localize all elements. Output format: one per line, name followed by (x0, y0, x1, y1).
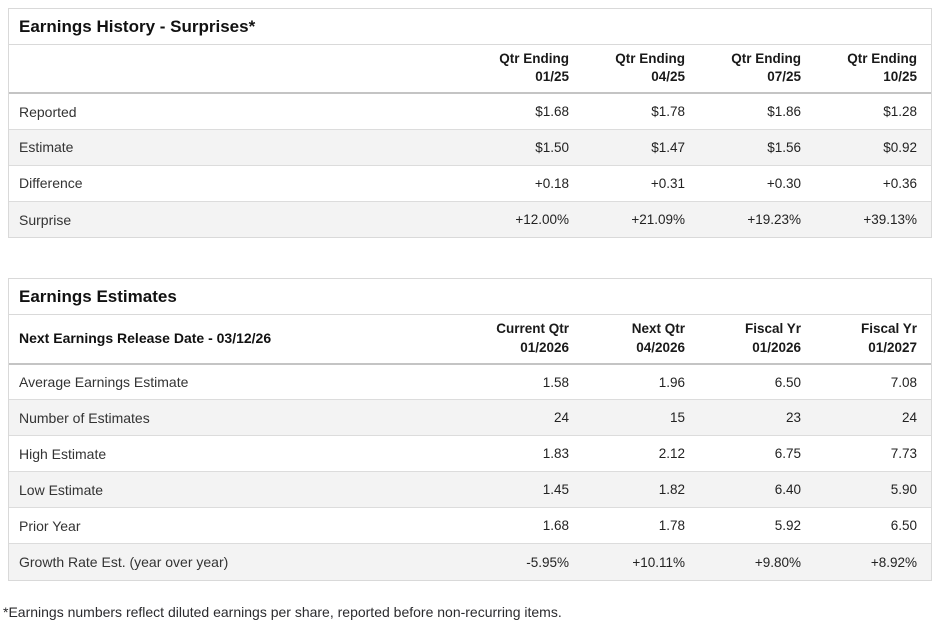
column-header-qtr-0725: Qtr Ending 07/25 (699, 45, 815, 95)
cell-value-positive: +0.36 (815, 164, 931, 202)
cell-value: 15 (583, 399, 699, 436)
column-header-line1: Next Qtr (631, 321, 685, 337)
cell-value-positive: +9.80% (699, 543, 815, 580)
column-header-line2: 10/25 (883, 69, 917, 85)
column-header-qtr-0125: Qtr Ending 01/25 (467, 45, 583, 95)
cell-value: $1.28 (883, 104, 917, 120)
cell-value: 6.50 (815, 507, 931, 544)
cell-value: 5.92 (699, 507, 815, 544)
earnings-estimates-header-row: Next Earnings Release Date - 03/12/26 Cu… (9, 315, 931, 365)
cell-value: $1.47 (583, 128, 699, 166)
row-label: High Estimate (9, 435, 467, 472)
column-header-line1: Qtr Ending (847, 51, 917, 66)
cell-value: 1.83 (467, 435, 583, 472)
table-row-reported: Reported $1.68 $1.78 $1.86 $1.28 (9, 93, 931, 129)
cell-value: $1.78 (651, 104, 685, 120)
cell-value: 1.68 (467, 507, 583, 544)
row-label: Number of Estimates (9, 399, 467, 436)
cell-value-positive: +19.23% (699, 200, 815, 238)
cell-value: $1.56 (699, 128, 815, 166)
earnings-history-panel: Earnings History - Surprises* Qtr Ending… (8, 8, 932, 239)
cell-value: 7.08 (890, 374, 917, 390)
cell-value: $1.86 (767, 104, 801, 120)
cell-value: 6.50 (774, 374, 801, 390)
column-header-line2: 01/2027 (868, 339, 917, 355)
column-header-current-qtr: Current Qtr 01/2026 (467, 315, 583, 365)
column-header-line1: Current Qtr (496, 321, 569, 337)
column-header-line2: 01/2026 (752, 339, 801, 355)
column-header-line2: 04/2026 (636, 339, 685, 355)
column-header-line1: Fiscal Yr (744, 321, 801, 337)
column-header-qtr-1025: Qtr Ending 10/25 (815, 45, 931, 95)
cell-value-positive: +0.30 (699, 164, 815, 202)
cell-value: 1.78 (583, 507, 699, 544)
earnings-estimates-panel: Earnings Estimates Next Earnings Release… (8, 278, 932, 581)
row-label: Growth Rate Est. (year over year) (9, 543, 467, 580)
cell-value: 5.90 (815, 471, 931, 508)
column-header-next-qtr: Next Qtr 04/2026 (583, 315, 699, 365)
column-header-line1: Qtr Ending (615, 51, 685, 66)
next-earnings-release-date: Next Earnings Release Date - 03/12/26 (9, 315, 467, 365)
earnings-history-title: Earnings History - Surprises* (9, 9, 931, 45)
table-row-high-estimate: High Estimate 1.83 2.12 6.75 7.73 (9, 435, 931, 472)
row-label: Average Earnings Estimate (19, 374, 189, 391)
cell-value: $1.50 (467, 128, 583, 166)
row-label: Difference (9, 164, 467, 202)
column-header-line2: 01/2026 (520, 339, 569, 355)
column-header-line1: Qtr Ending (499, 51, 569, 66)
row-label: Prior Year (9, 507, 467, 544)
cell-value: $1.68 (535, 104, 569, 120)
cell-value: 6.75 (699, 435, 815, 472)
cell-value-positive: +21.09% (583, 200, 699, 238)
column-header-line2: 01/25 (535, 69, 569, 85)
row-label: Low Estimate (9, 471, 467, 508)
cell-value-positive: +12.00% (467, 200, 583, 238)
earnings-history-table: Qtr Ending 01/25 Qtr Ending 04/25 Qtr Endi… (9, 45, 931, 238)
cell-value-negative: -5.95% (467, 543, 583, 580)
row-label: Estimate (9, 128, 467, 166)
cell-value: 1.96 (658, 374, 685, 390)
earnings-estimates-table: Next Earnings Release Date - 03/12/26 Cu… (9, 315, 931, 580)
cell-value-positive: +39.13% (815, 200, 931, 238)
column-header-line2: 04/25 (651, 69, 685, 85)
table-row-surprise: Surprise +12.00% +21.09% +19.23% +39.13% (9, 200, 931, 238)
cell-value-positive: +0.31 (583, 164, 699, 202)
cell-value: 1.58 (542, 374, 569, 390)
row-label: Surprise (9, 200, 467, 238)
column-header-line1: Qtr Ending (731, 51, 801, 66)
table-row-estimate: Estimate $1.50 $1.47 $1.56 $0.92 (9, 128, 931, 166)
column-header-fiscal-yr-2026: Fiscal Yr 01/2026 (699, 315, 815, 365)
table-row-low-estimate: Low Estimate 1.45 1.82 6.40 5.90 (9, 471, 931, 508)
cell-value: 24 (815, 399, 931, 436)
cell-value-positive: +8.92% (815, 543, 931, 580)
earnings-history-header-row: Qtr Ending 01/25 Qtr Ending 04/25 Qtr Endi… (9, 45, 931, 95)
table-row-average-earnings-estimate: Average Earnings Estimate 1.58 1.96 6.50… (9, 364, 931, 400)
table-row-growth-rate-est: Growth Rate Est. (year over year) -5.95%… (9, 543, 931, 580)
earnings-estimates-title: Earnings Estimates (9, 279, 931, 316)
cell-value: 1.82 (583, 471, 699, 508)
table-row-difference: Difference +0.18 +0.31 +0.30 +0.36 (9, 164, 931, 202)
header-spacer-cell (9, 45, 467, 95)
cell-value: 1.45 (467, 471, 583, 508)
column-header-qtr-0425: Qtr Ending 04/25 (583, 45, 699, 95)
column-header-fiscal-yr-2027: Fiscal Yr 01/2027 (815, 315, 931, 365)
cell-value: $0.92 (815, 128, 931, 166)
cell-value: 23 (699, 399, 815, 436)
column-header-line2: 07/25 (767, 69, 801, 85)
column-header-line1: Fiscal Yr (860, 321, 917, 337)
cell-value: 24 (467, 399, 583, 436)
table-row-number-of-estimates: Number of Estimates 24 15 23 24 (9, 399, 931, 436)
cell-value: 2.12 (583, 435, 699, 472)
cell-value: 6.40 (699, 471, 815, 508)
table-row-prior-year: Prior Year 1.68 1.78 5.92 6.50 (9, 507, 931, 544)
cell-value: 7.73 (815, 435, 931, 472)
row-label: Reported (19, 103, 77, 120)
earnings-footnote: *Earnings numbers reflect diluted earnin… (3, 603, 562, 620)
cell-value-positive: +10.11% (583, 543, 699, 580)
cell-value-positive: +0.18 (467, 164, 583, 202)
